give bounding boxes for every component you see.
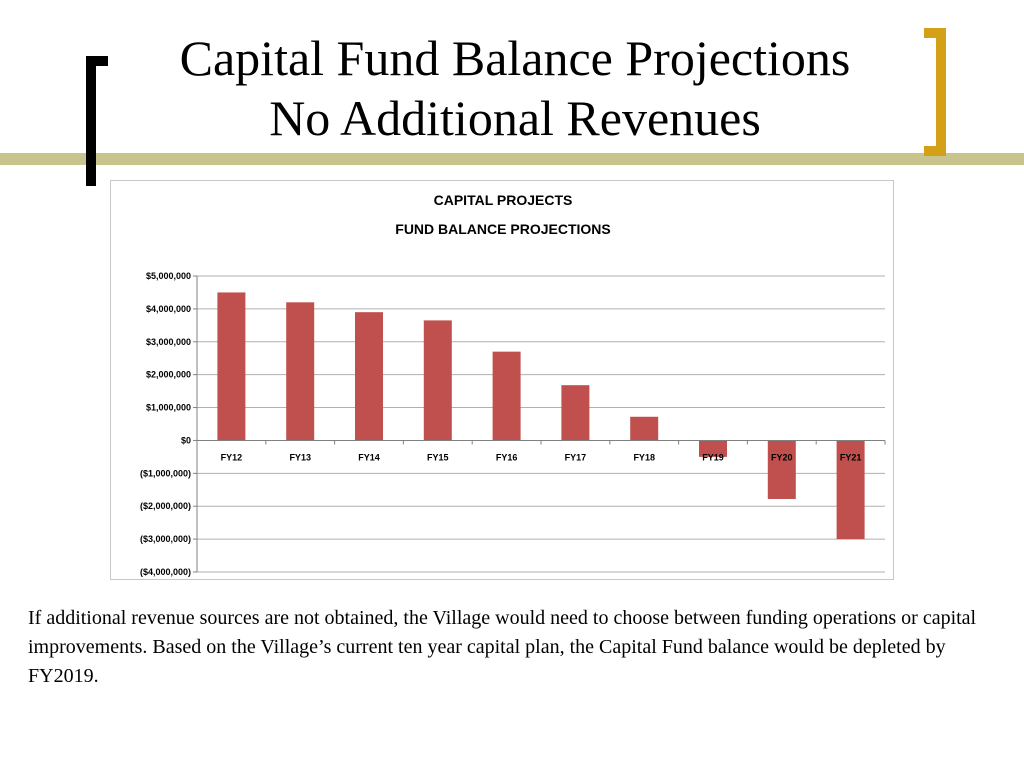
y-tick-labels: $5,000,000 $4,000,000 $3,000,000 $2,000,000… bbox=[140, 271, 191, 577]
bar bbox=[492, 351, 521, 441]
x-tick-label: FY12 bbox=[221, 452, 243, 462]
bar bbox=[423, 320, 452, 441]
x-tick-label: FY21 bbox=[840, 452, 862, 462]
right-bracket-bottom-decoration bbox=[924, 146, 946, 156]
bar bbox=[836, 440, 865, 540]
y-tick-label: $3,000,000 bbox=[146, 337, 191, 347]
y-tick-label: $2,000,000 bbox=[146, 370, 191, 380]
olive-accent-band bbox=[0, 153, 1024, 165]
bar bbox=[630, 416, 659, 441]
bar bbox=[767, 440, 796, 499]
slide-title-line2: No Additional Revenues bbox=[269, 90, 761, 146]
x-tick-label: FY17 bbox=[565, 452, 587, 462]
x-tick-label: FY16 bbox=[496, 452, 518, 462]
bars bbox=[217, 292, 865, 540]
bar bbox=[561, 385, 590, 441]
left-bracket-top-decoration bbox=[86, 56, 108, 66]
bar bbox=[699, 440, 727, 457]
y-tick-label: ($4,000,000) bbox=[140, 567, 191, 577]
slide-title: Capital Fund Balance Projections No Addi… bbox=[100, 28, 930, 148]
x-tick-labels: FY12 FY13 FY14 FY15 FY16 FY17 FY18 FY19 FY20 FY21 bbox=[221, 452, 862, 462]
bar bbox=[286, 302, 315, 441]
left-bracket-decoration bbox=[86, 56, 96, 186]
bar bbox=[355, 312, 383, 441]
axes bbox=[193, 275, 886, 573]
y-tick-label: $0 bbox=[181, 435, 191, 445]
x-tick-label: FY19 bbox=[702, 452, 724, 462]
body-paragraph: If additional revenue sources are not ob… bbox=[28, 607, 977, 687]
y-tick-label: ($3,000,000) bbox=[140, 534, 191, 544]
right-bracket-top-decoration bbox=[924, 28, 946, 38]
chart-title-line1: CAPITAL PROJECTS bbox=[434, 192, 573, 208]
x-tick-label: FY14 bbox=[358, 452, 380, 462]
x-tick-label: FY18 bbox=[633, 452, 655, 462]
y-tick-label: $4,000,000 bbox=[146, 304, 191, 314]
y-tick-label: ($2,000,000) bbox=[140, 501, 191, 511]
bar bbox=[217, 292, 246, 441]
x-tick-label: FY13 bbox=[289, 452, 311, 462]
right-bracket-decoration bbox=[936, 28, 946, 156]
y-tick-label: $1,000,000 bbox=[146, 403, 191, 413]
x-tick-label: FY15 bbox=[427, 452, 449, 462]
slide-title-line1: Capital Fund Balance Projections bbox=[179, 30, 851, 86]
y-tick-label: $5,000,000 bbox=[146, 271, 191, 281]
y-tick-label: ($1,000,000) bbox=[140, 468, 191, 478]
chart-title-line2: FUND BALANCE PROJECTIONS bbox=[395, 221, 610, 237]
bar-chart: CAPITAL PROJECTS FUND BALANCE PROJECTION… bbox=[140, 192, 886, 577]
chart-frame: CAPITAL PROJECTS FUND BALANCE PROJECTION… bbox=[110, 180, 894, 580]
x-tick-label: FY20 bbox=[771, 452, 793, 462]
